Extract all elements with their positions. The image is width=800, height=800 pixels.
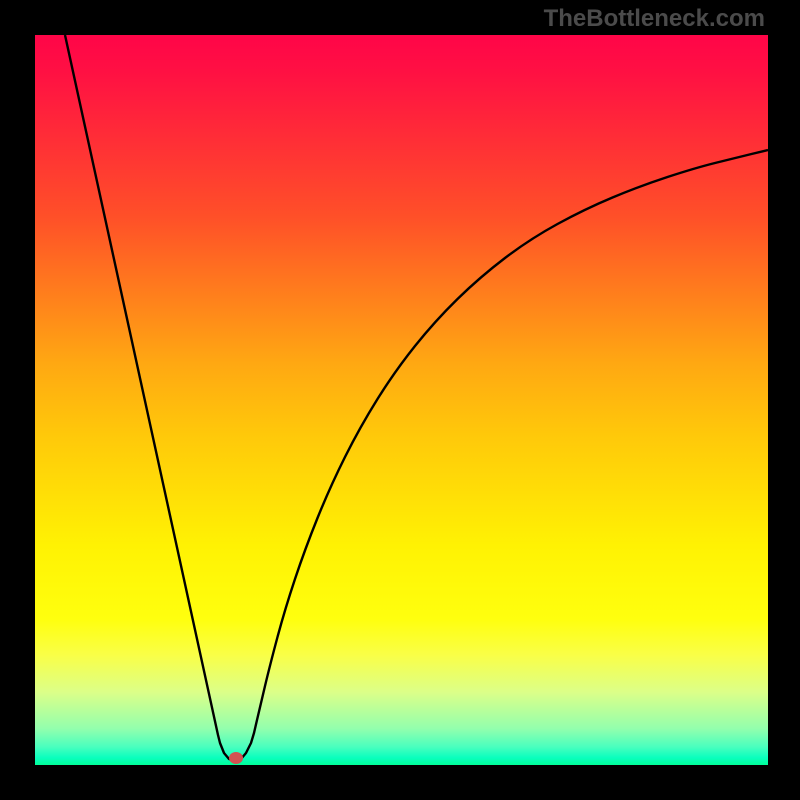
- plot-area: [35, 35, 768, 765]
- bottleneck-marker: [229, 752, 243, 764]
- curve-svg: [35, 35, 768, 765]
- bottleneck-curve: [65, 35, 768, 761]
- chart-frame: TheBottleneck.com: [0, 0, 800, 800]
- watermark-text: TheBottleneck.com: [544, 5, 765, 33]
